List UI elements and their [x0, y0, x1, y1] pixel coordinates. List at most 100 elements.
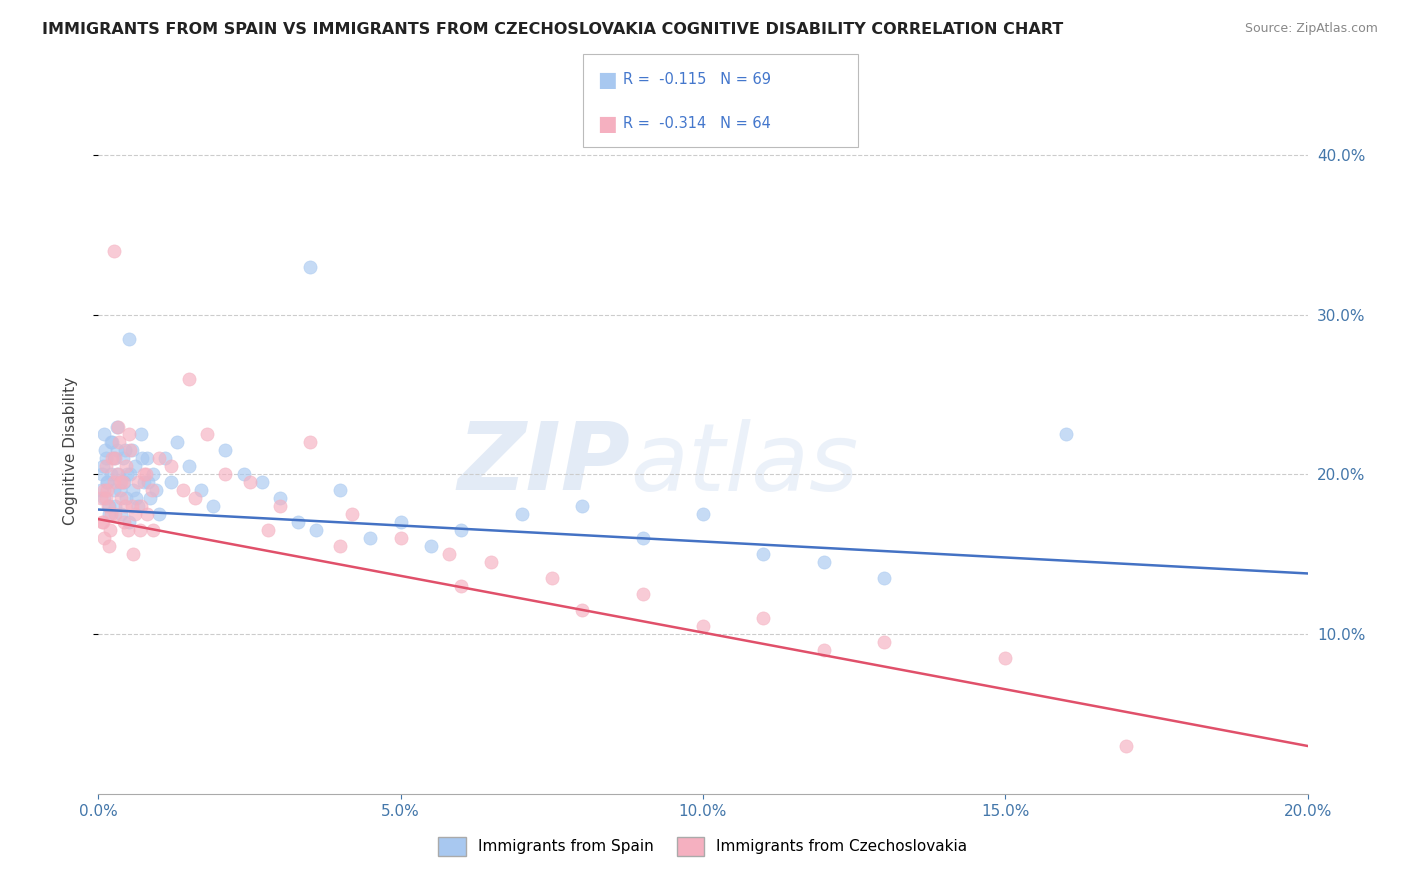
Point: [179, 459, 201, 474]
Point: [342, 508, 364, 522]
Point: [93, 531, 115, 545]
Point: [96, 483, 118, 498]
Point: [94, 451, 117, 466]
Point: [813, 643, 835, 657]
Point: [172, 483, 194, 498]
Text: R =  -0.115   N = 69: R = -0.115 N = 69: [623, 72, 770, 87]
Point: [114, 500, 136, 514]
Point: [1054, 427, 1077, 442]
Point: [105, 419, 128, 434]
Point: [108, 435, 131, 450]
Point: [202, 500, 225, 514]
Point: [98, 524, 121, 538]
Point: [450, 579, 472, 593]
Point: [105, 443, 128, 458]
Point: [118, 427, 141, 442]
Point: [90, 483, 112, 498]
Point: [299, 435, 322, 450]
Point: [93, 427, 115, 442]
Point: [103, 475, 125, 490]
Point: [139, 491, 162, 506]
Point: [91, 516, 114, 530]
Point: [160, 459, 183, 474]
Point: [481, 555, 503, 569]
Point: [142, 524, 165, 538]
Point: [104, 451, 127, 466]
Point: [269, 500, 291, 514]
Point: [141, 483, 163, 498]
Point: [127, 500, 149, 514]
Point: [90, 491, 112, 506]
Point: [107, 419, 129, 434]
Point: [94, 491, 117, 506]
Point: [111, 451, 134, 466]
Point: [692, 508, 714, 522]
Point: [107, 467, 129, 482]
Point: [122, 483, 145, 498]
Point: [129, 427, 152, 442]
Point: [111, 475, 134, 490]
Point: [571, 500, 593, 514]
Point: [91, 467, 114, 482]
Point: [122, 547, 145, 561]
Point: [510, 508, 533, 522]
Point: [305, 524, 328, 538]
Point: [214, 443, 236, 458]
Point: [114, 443, 136, 458]
Point: [127, 475, 149, 490]
Point: [103, 483, 125, 498]
Point: [100, 451, 122, 466]
Point: [108, 475, 131, 490]
Point: [103, 244, 125, 258]
Point: [631, 587, 654, 601]
Text: ZIP: ZIP: [457, 418, 630, 510]
Point: [232, 467, 254, 482]
Point: [97, 500, 120, 514]
Text: atlas: atlas: [630, 418, 859, 509]
Point: [100, 467, 122, 482]
Point: [160, 475, 183, 490]
Point: [96, 475, 118, 490]
Point: [108, 483, 131, 498]
Point: [129, 500, 152, 514]
Point: [91, 459, 114, 474]
Point: [184, 491, 207, 506]
Point: [118, 516, 141, 530]
Point: [110, 491, 132, 506]
Point: [389, 531, 412, 545]
Point: [752, 611, 775, 625]
Point: [104, 508, 127, 522]
Point: [98, 508, 121, 522]
Point: [110, 508, 132, 522]
Point: [256, 524, 278, 538]
Text: ■: ■: [598, 114, 617, 134]
Point: [135, 451, 157, 466]
Point: [97, 500, 120, 514]
Point: [132, 467, 155, 482]
Point: [117, 524, 139, 538]
Point: [104, 500, 127, 514]
Point: [96, 459, 118, 474]
Point: [131, 451, 153, 466]
Point: [214, 467, 236, 482]
Point: [105, 467, 128, 482]
Point: [94, 443, 117, 458]
Point: [103, 451, 125, 466]
Point: [420, 539, 443, 553]
Point: [115, 459, 138, 474]
Point: [437, 547, 460, 561]
Point: [112, 516, 135, 530]
Point: [93, 483, 115, 498]
Point: [110, 475, 132, 490]
Point: [132, 475, 155, 490]
Point: [124, 508, 146, 522]
Point: [148, 451, 170, 466]
Point: [631, 531, 654, 545]
Point: [813, 555, 835, 569]
Point: [148, 508, 170, 522]
Point: [100, 435, 122, 450]
Point: [994, 651, 1017, 665]
Point: [128, 524, 150, 538]
Text: IMMIGRANTS FROM SPAIN VS IMMIGRANTS FROM CZECHOSLOVAKIA COGNITIVE DISABILITY COR: IMMIGRANTS FROM SPAIN VS IMMIGRANTS FROM…: [42, 22, 1063, 37]
Point: [98, 539, 121, 553]
